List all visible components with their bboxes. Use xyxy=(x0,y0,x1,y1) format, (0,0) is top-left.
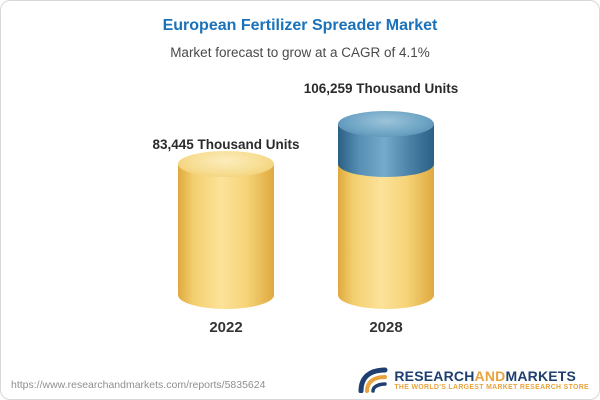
logo-mark-icon xyxy=(358,367,388,393)
axis-label-2028: 2028 xyxy=(369,319,403,336)
chart-title: European Fertilizer Spreader Market xyxy=(162,17,438,34)
logo-tagline: THE WORLD'S LARGEST MARKET RESEARCH STOR… xyxy=(394,384,589,392)
cylinder-2028-base-segment xyxy=(338,164,434,309)
axis-label-2022: 2022 xyxy=(209,319,243,336)
logo-word-markets: MARKETS xyxy=(505,367,577,384)
bar-2028 xyxy=(338,111,434,309)
cylinder-2022 xyxy=(178,151,274,309)
research-and-markets-logo: RESEARCHANDMARKETS THE WORLD'S LARGEST M… xyxy=(358,367,589,393)
logo-text: RESEARCHANDMARKETS THE WORLD'S LARGEST M… xyxy=(394,368,589,392)
logo-word-research: RESEARCH xyxy=(394,367,475,384)
report-url-link[interactable]: https://www.researchandmarkets.com/repor… xyxy=(11,379,266,391)
bar-2022 xyxy=(178,151,274,309)
value-label-2022: 83,445 Thousand Units xyxy=(152,137,300,152)
logo-word-and: AND xyxy=(474,367,506,384)
value-label-2028: 106,259 Thousand Units xyxy=(303,81,459,96)
logo-wordmark: RESEARCHANDMARKETS xyxy=(394,368,589,384)
cylinder-2028-growth-segment xyxy=(338,111,434,177)
chart-subtitle: Market forecast to grow at a CAGR of 4.1… xyxy=(170,45,430,60)
